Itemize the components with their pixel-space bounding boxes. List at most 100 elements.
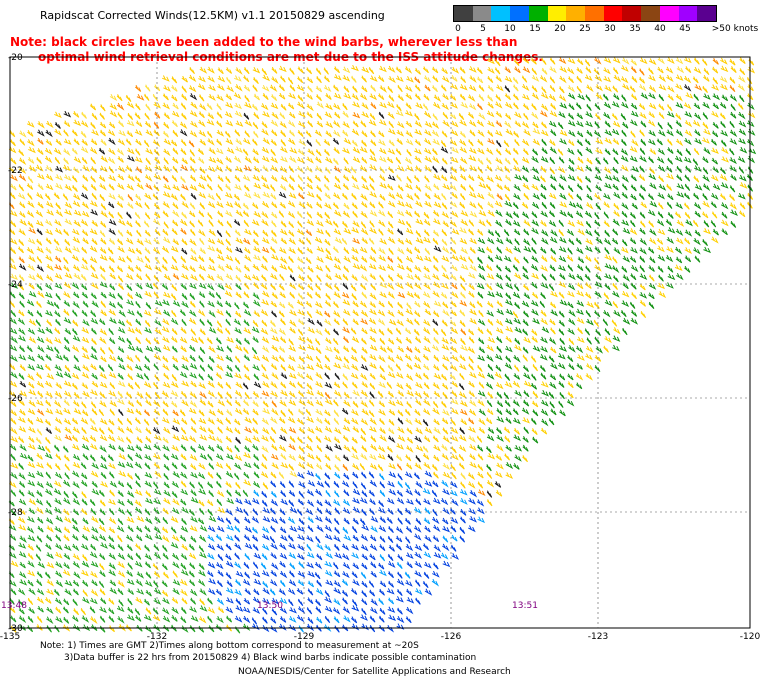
- wind-barb: [459, 119, 468, 127]
- wind-barb: [414, 148, 422, 155]
- wind-barb: [441, 382, 449, 390]
- wind-barb: [117, 165, 126, 173]
- wind-barb: [513, 165, 521, 173]
- wind-barb: [351, 599, 358, 607]
- wind-barb: [226, 76, 232, 85]
- wind-barb: [648, 220, 655, 228]
- wind-barb: [127, 327, 136, 334]
- wind-barb: [163, 138, 172, 146]
- wind-barb: [9, 317, 18, 325]
- wind-barb: [423, 236, 431, 244]
- wind-barb: [179, 579, 188, 586]
- wind-barb: [108, 498, 116, 506]
- wind-barb: [162, 535, 170, 543]
- wind-barb: [495, 327, 504, 335]
- wind-barb: [45, 246, 52, 254]
- wind-barb: [251, 623, 260, 631]
- wind-barb: [541, 201, 548, 210]
- wind-barb: [81, 184, 88, 192]
- wind-barb: [342, 425, 351, 432]
- wind-barb: [270, 363, 278, 370]
- wind-barb: [90, 292, 97, 300]
- wind-barb: [638, 76, 646, 84]
- wind-barb: [216, 515, 225, 523]
- wind-barb: [297, 76, 304, 84]
- wind-barb: [125, 138, 132, 146]
- wind-barb: [604, 148, 611, 156]
- wind-barb: [280, 426, 288, 435]
- wind-barb: [225, 371, 234, 379]
- wind-barb: [324, 372, 330, 380]
- wind-barb: [90, 389, 98, 396]
- wind-barb: [8, 524, 17, 531]
- wind-barb: [44, 363, 51, 371]
- wind-barb: [487, 84, 494, 92]
- wind-barb: [45, 139, 53, 146]
- wind-barb: [540, 318, 549, 326]
- wind-barb: [280, 146, 288, 154]
- wind-barb: [450, 544, 457, 552]
- wind-barb: [153, 417, 159, 426]
- wind-barb: [584, 328, 591, 336]
- wind-barb: [316, 480, 325, 488]
- wind-barb: [217, 254, 225, 262]
- wind-barb: [71, 382, 78, 390]
- wind-barb: [117, 138, 126, 146]
- wind-barb: [117, 570, 126, 578]
- wind-barb: [117, 102, 125, 111]
- wind-barb: [549, 146, 558, 155]
- wind-barb: [667, 111, 675, 118]
- wind-barb: [512, 220, 521, 227]
- wind-barb: [306, 139, 313, 147]
- wind-barb: [539, 365, 546, 372]
- wind-barb: [19, 300, 25, 308]
- wind-barb: [585, 373, 593, 381]
- wind-barb: [558, 246, 567, 253]
- wind-barb: [126, 444, 135, 452]
- wind-barb: [306, 416, 315, 424]
- wind-barb: [621, 219, 630, 226]
- longitude-label: -120: [740, 632, 760, 642]
- wind-barb: [145, 427, 152, 435]
- wind-barb: [225, 101, 234, 109]
- wind-barb: [261, 354, 270, 363]
- wind-barb: [72, 461, 81, 469]
- wind-barb: [163, 426, 171, 435]
- wind-barb: [738, 111, 746, 120]
- wind-barb: [729, 185, 736, 193]
- wind-barb: [271, 76, 279, 84]
- wind-barb: [576, 165, 585, 172]
- wind-barb: [325, 463, 332, 470]
- wind-barb: [352, 400, 359, 408]
- wind-barb: [270, 229, 277, 237]
- wind-barb: [532, 148, 539, 156]
- wind-barb: [630, 246, 638, 254]
- wind-barb: [10, 336, 18, 344]
- wind-barb: [225, 119, 234, 127]
- wind-barb: [135, 220, 141, 228]
- wind-barb: [414, 67, 421, 75]
- wind-barb: [503, 229, 510, 237]
- wind-barb: [235, 67, 243, 75]
- wind-barb: [667, 122, 673, 130]
- wind-barb: [64, 328, 72, 335]
- wind-barb: [226, 220, 233, 228]
- wind-barb: [216, 543, 225, 551]
- wind-barb: [703, 246, 712, 254]
- wind-barb: [334, 74, 342, 81]
- wind-barb: [81, 246, 88, 254]
- wind-barb: [369, 220, 375, 228]
- wind-barb: [64, 272, 73, 279]
- wind-barb: [91, 380, 99, 388]
- wind-barb: [432, 255, 439, 263]
- wind-barb: [98, 147, 106, 155]
- wind-barb: [63, 479, 71, 488]
- wind-barb: [316, 228, 325, 235]
- wind-barb: [702, 58, 708, 66]
- wind-barb: [154, 300, 163, 307]
- wind-barb: [144, 263, 153, 271]
- wind-barb: [352, 112, 361, 119]
- wind-barb: [243, 273, 252, 281]
- wind-barb: [334, 273, 343, 281]
- wind-barb: [441, 337, 450, 345]
